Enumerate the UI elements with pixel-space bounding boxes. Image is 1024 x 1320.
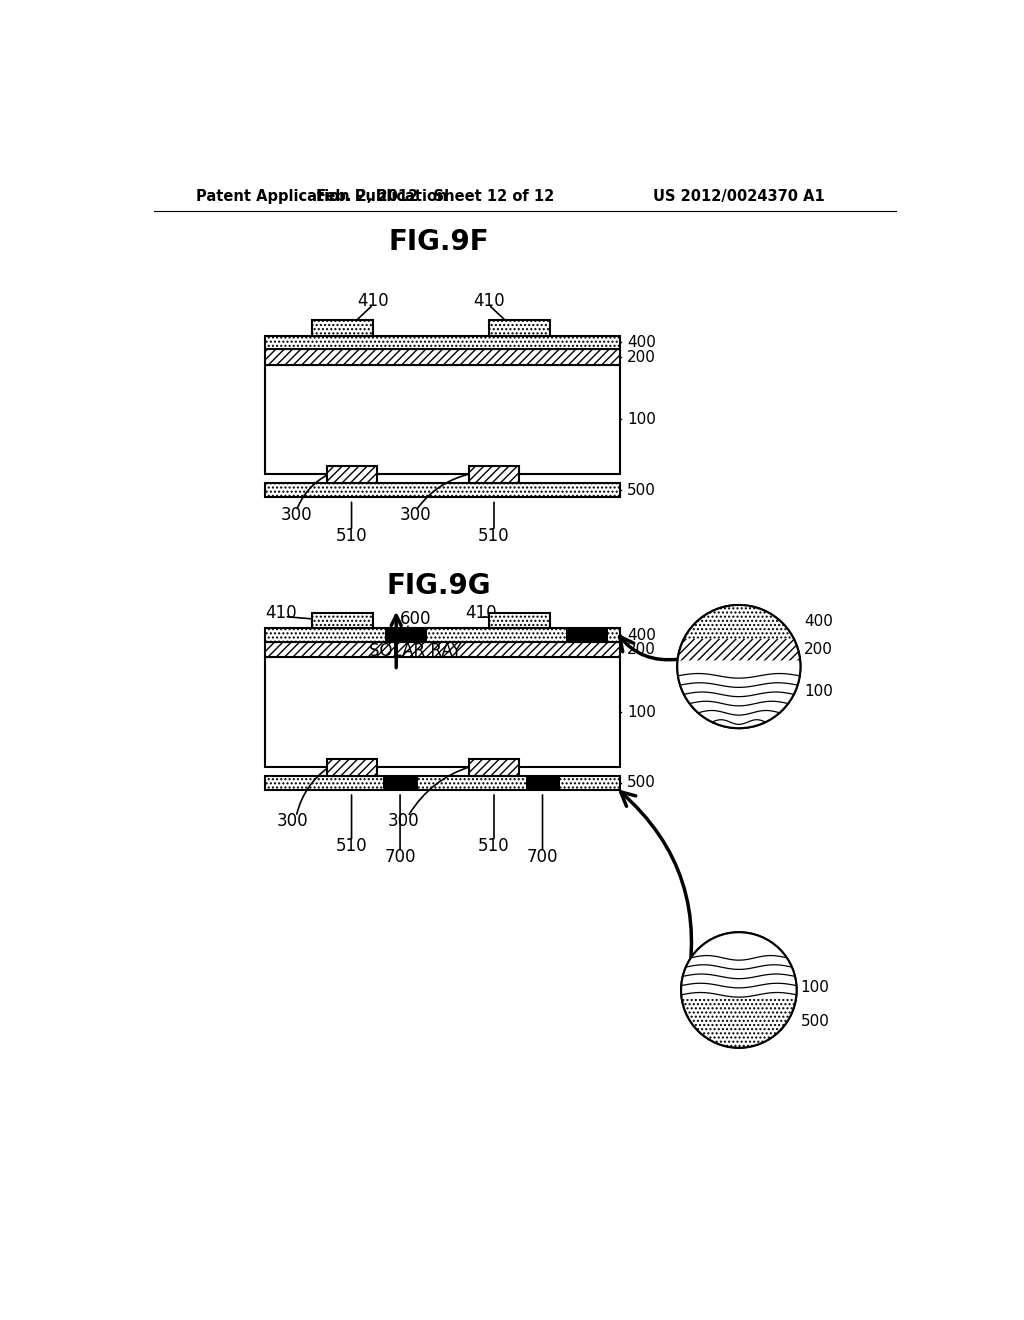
Text: 100: 100 xyxy=(801,979,829,994)
Bar xyxy=(525,776,560,789)
Circle shape xyxy=(681,932,797,1048)
Bar xyxy=(265,483,620,498)
Bar xyxy=(265,364,620,474)
Text: 500: 500 xyxy=(801,1014,829,1030)
Bar xyxy=(265,335,620,350)
Bar xyxy=(488,612,550,628)
Bar xyxy=(469,466,519,483)
Text: 400: 400 xyxy=(628,335,656,350)
Bar xyxy=(265,628,620,642)
Text: 500: 500 xyxy=(628,483,656,498)
Text: 300: 300 xyxy=(281,506,312,524)
Text: 500: 500 xyxy=(628,775,656,791)
Text: FIG.9G: FIG.9G xyxy=(386,572,490,599)
Text: 700: 700 xyxy=(384,847,416,866)
Bar xyxy=(385,628,427,642)
Text: 400: 400 xyxy=(804,614,834,630)
Bar xyxy=(311,321,373,335)
Text: US 2012/0024370 A1: US 2012/0024370 A1 xyxy=(653,189,824,205)
Text: Patent Application Publication: Patent Application Publication xyxy=(196,189,447,205)
Bar xyxy=(469,759,519,776)
Text: SOLAR RAY: SOLAR RAY xyxy=(370,643,462,660)
Circle shape xyxy=(677,605,801,729)
Bar xyxy=(265,642,620,657)
Text: 510: 510 xyxy=(336,527,368,545)
Text: 300: 300 xyxy=(388,812,420,829)
Text: 410: 410 xyxy=(265,603,297,622)
Text: 410: 410 xyxy=(473,292,505,310)
Polygon shape xyxy=(678,639,800,660)
Polygon shape xyxy=(682,999,796,1048)
Bar xyxy=(311,612,373,628)
Text: 100: 100 xyxy=(804,684,834,698)
Text: 200: 200 xyxy=(628,350,656,364)
Bar xyxy=(565,628,608,642)
Bar xyxy=(265,776,620,789)
Text: 600: 600 xyxy=(399,610,431,628)
Text: 100: 100 xyxy=(628,705,656,719)
Text: 200: 200 xyxy=(628,642,656,657)
Bar xyxy=(265,657,620,767)
Text: FIG.9F: FIG.9F xyxy=(388,227,488,256)
Text: Feb. 2, 2012   Sheet 12 of 12: Feb. 2, 2012 Sheet 12 of 12 xyxy=(315,189,554,205)
Text: 400: 400 xyxy=(628,627,656,643)
Polygon shape xyxy=(681,932,797,999)
Text: 100: 100 xyxy=(628,412,656,426)
Text: 410: 410 xyxy=(465,603,497,622)
Text: 510: 510 xyxy=(478,837,510,855)
Polygon shape xyxy=(684,605,794,639)
Text: 700: 700 xyxy=(526,847,558,866)
Text: 300: 300 xyxy=(399,506,431,524)
Bar xyxy=(383,776,418,789)
Polygon shape xyxy=(677,660,801,729)
Text: 200: 200 xyxy=(804,642,834,657)
Text: 510: 510 xyxy=(478,527,510,545)
Text: 300: 300 xyxy=(276,812,308,829)
Text: 410: 410 xyxy=(357,292,389,310)
Bar xyxy=(327,759,377,776)
Bar xyxy=(327,466,377,483)
Bar xyxy=(265,350,620,364)
Bar xyxy=(488,321,550,335)
Text: 510: 510 xyxy=(336,837,368,855)
